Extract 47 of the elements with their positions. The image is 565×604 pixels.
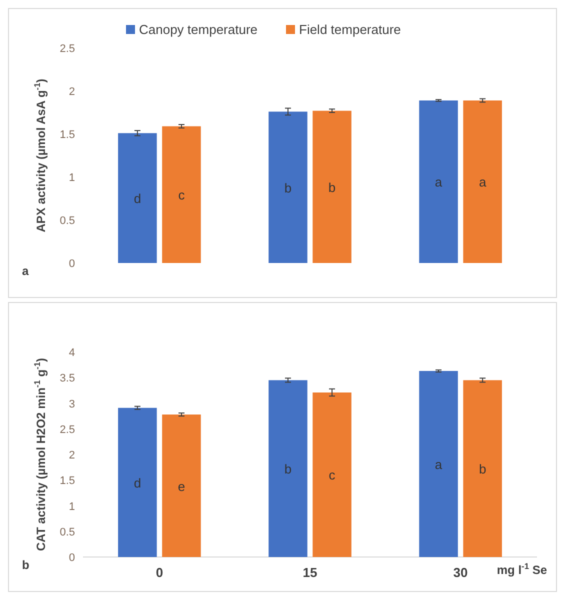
bar	[463, 380, 502, 557]
text: b	[22, 558, 30, 572]
y-tick-label: 1.5	[60, 129, 75, 141]
data-label: b	[284, 462, 292, 477]
y-tick-label: 0	[68, 258, 75, 270]
legend-label: Canopy temperature	[139, 22, 258, 37]
data-label: d	[134, 191, 142, 206]
data-label: d	[134, 475, 142, 490]
bar	[312, 110, 352, 263]
bar	[268, 112, 308, 263]
y-tick-label: 2	[68, 450, 75, 462]
y-tick-label: 1	[68, 500, 75, 513]
y-tick-label: 3	[68, 398, 75, 410]
data-label: a	[478, 174, 487, 190]
bar	[162, 414, 201, 557]
data-label: c	[178, 188, 186, 203]
bar	[419, 370, 458, 557]
y-tick-label: 0.5	[60, 215, 75, 227]
y-tick-label: 1	[68, 172, 75, 184]
y-tick-label: 3.5	[60, 372, 75, 385]
data-label: b	[478, 462, 486, 477]
y-tick-label: 4	[68, 347, 75, 359]
data-label: a	[434, 174, 443, 190]
y-tick-label: 2.5	[60, 43, 75, 55]
bar	[463, 100, 502, 263]
data-label: b	[328, 180, 336, 195]
x-axis-title: mg l$^{-1}$ Se	[496, 561, 548, 577]
data-label: a	[434, 456, 443, 472]
y-tick-label: 0.5	[60, 526, 75, 538]
y-tick-label: 2.5	[60, 424, 75, 436]
bar	[268, 380, 308, 557]
bar	[118, 133, 157, 263]
bar	[162, 126, 201, 263]
y-tick-label: 2	[68, 86, 75, 98]
text: a	[22, 264, 29, 278]
data-label: e	[178, 478, 186, 494]
bar	[118, 408, 157, 557]
bar	[419, 100, 458, 263]
data-label: c	[328, 468, 336, 483]
bar	[312, 392, 352, 557]
x-tick-label: 30	[453, 565, 468, 580]
y-tick-label: 1.5	[60, 475, 75, 488]
x-tick-label: 0	[156, 565, 164, 580]
y-tick-label: 0	[68, 552, 75, 564]
data-label: b	[284, 180, 292, 196]
legend-label: Field temperature	[299, 22, 401, 37]
x-tick-label: 15	[302, 565, 318, 580]
